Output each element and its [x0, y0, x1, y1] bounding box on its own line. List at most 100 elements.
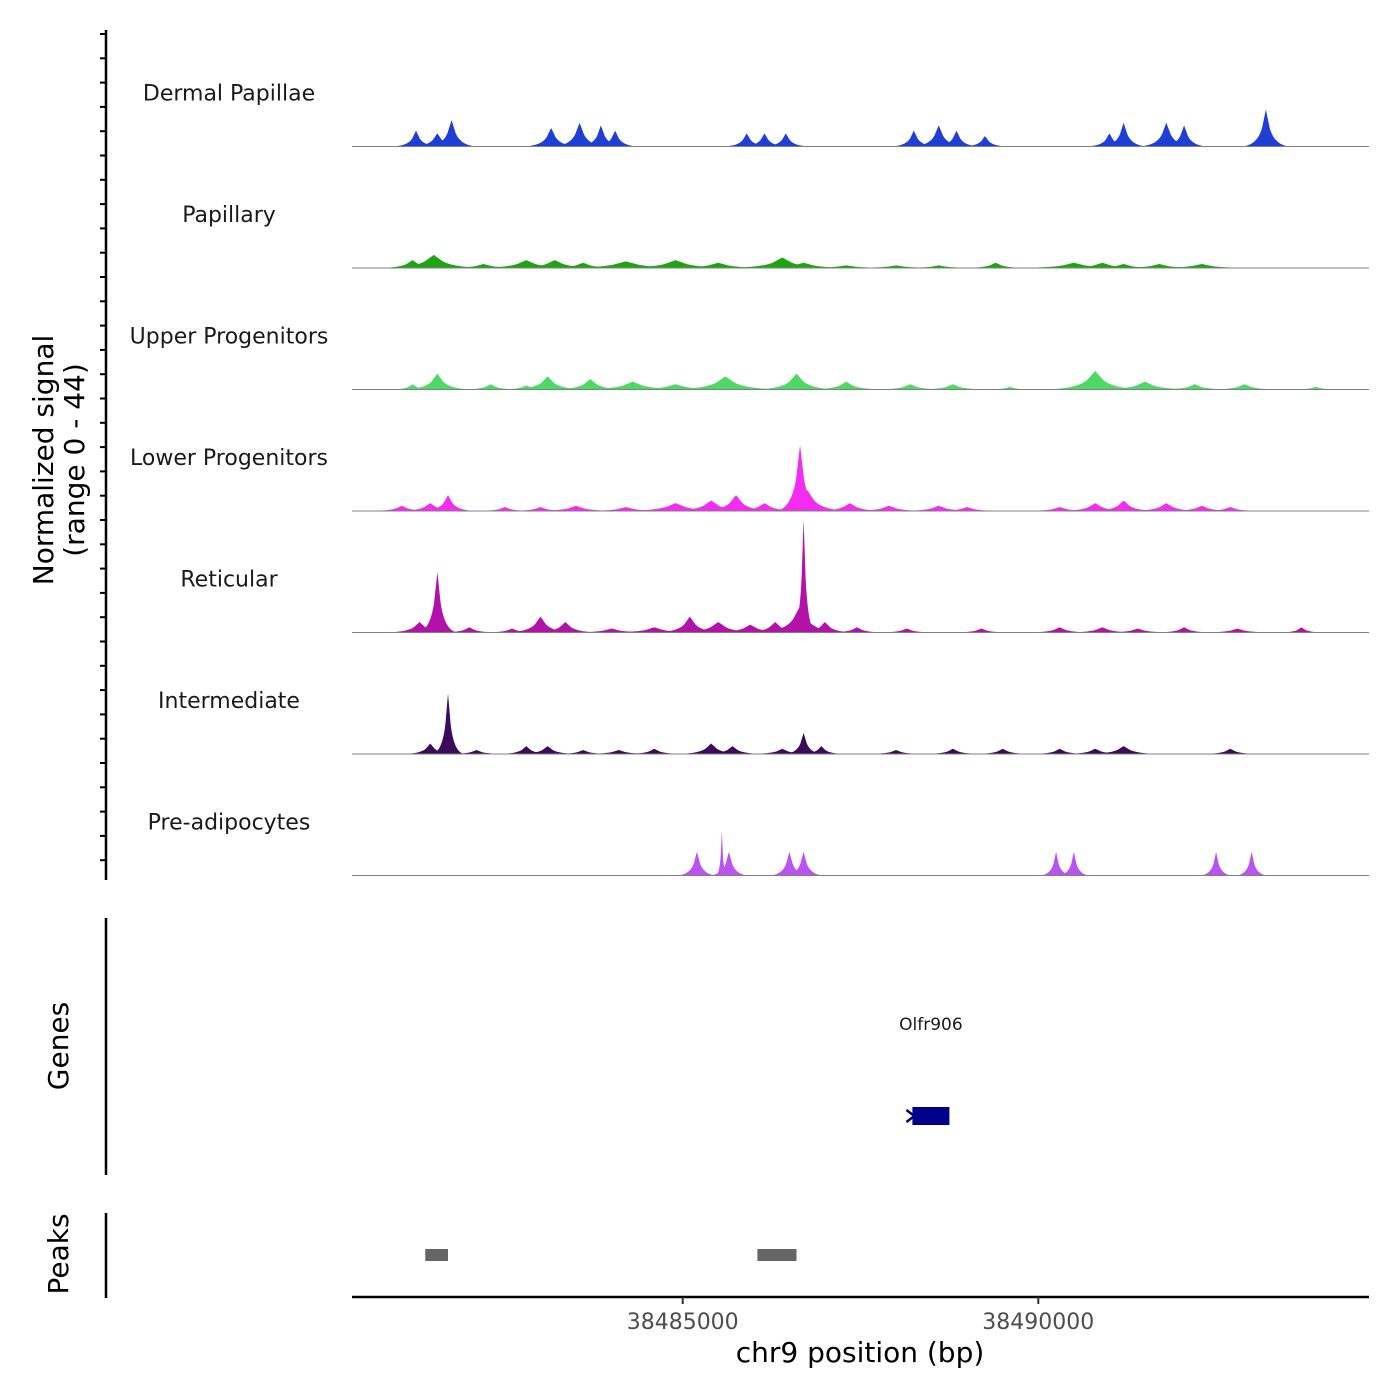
signal-peak [416, 571, 459, 633]
gene-body [912, 1107, 950, 1125]
peaks-axis-title: Peaks [42, 1213, 75, 1294]
signal-peak [1194, 628, 1281, 633]
signal-peak [888, 130, 940, 147]
signal-peak [698, 746, 767, 754]
signal-peak [1089, 381, 1201, 390]
signal-peak [576, 750, 662, 754]
signal-peak [760, 489, 855, 511]
y-axis-range: (range 0 - 44) [58, 363, 91, 557]
signal-peak [718, 257, 847, 268]
signal-peak [840, 265, 952, 268]
signal-peak [957, 262, 1035, 268]
signal-peak [513, 746, 582, 754]
signal-peak [667, 621, 770, 633]
signal-peak [1285, 386, 1346, 390]
signal-peak [374, 254, 494, 268]
signal-peak [400, 743, 461, 754]
signal-peak [867, 384, 953, 390]
y-axis-title: Normalized signal [27, 335, 60, 586]
signal-peak [1196, 748, 1265, 754]
signal-peak [891, 265, 986, 268]
track-intermediate: Intermediate [158, 689, 1369, 755]
signal-peak [1240, 109, 1292, 147]
signal-peak [924, 507, 1010, 511]
peak-region [425, 1249, 449, 1261]
signal-peak [807, 503, 893, 511]
signal-peak [1056, 748, 1134, 754]
signal-peak [703, 624, 798, 633]
genes-axis-title: Genes [42, 1002, 75, 1090]
signal-peak [1056, 851, 1091, 876]
signal-peak [918, 748, 988, 754]
signal-peak [707, 851, 751, 876]
signal-peak [979, 386, 1040, 390]
signal-peak [654, 262, 783, 268]
signal-peak [620, 748, 689, 754]
signal-peak [795, 746, 847, 754]
signal-peak [790, 621, 860, 633]
signal-peak [407, 133, 468, 147]
signal-peak [456, 384, 525, 390]
signal-peak [842, 505, 936, 511]
track-label: Upper Progenitors [130, 325, 329, 350]
signal-peak [739, 262, 868, 268]
signal-peak [466, 260, 586, 268]
signal-peak [611, 384, 740, 390]
signal-peak [477, 628, 547, 633]
signal-peak [521, 128, 582, 147]
signal-peak [790, 519, 817, 633]
signal-peak [861, 750, 931, 754]
signal-peak [1234, 851, 1269, 876]
signal-peak [908, 125, 969, 147]
x-tick-label: 38485000 [627, 1310, 739, 1335]
signal-peak [803, 381, 889, 390]
signal-peak [743, 748, 821, 754]
signal-peak [1083, 133, 1136, 147]
signal-peak [1191, 507, 1269, 511]
signal-peak [386, 384, 439, 390]
track-upper-progenitors: Upper Progenitors [130, 325, 1369, 390]
signal-peak [568, 381, 697, 390]
signal-peak [496, 746, 557, 754]
signal-peak [1123, 503, 1209, 511]
signal-peak [536, 262, 631, 268]
signal-peak [910, 384, 996, 390]
signal-peak [661, 376, 790, 390]
track-dermal-papillae: Dermal Papillae [143, 82, 1369, 147]
signal-peak [1275, 627, 1328, 633]
signal-peak [760, 133, 812, 147]
signal-peak [1152, 384, 1238, 390]
x-tick-label: 38490000 [982, 1310, 1094, 1335]
signal-peak [1137, 264, 1266, 268]
track-label: Papillary [182, 203, 276, 228]
signal-peak [547, 378, 633, 390]
signal-peak [589, 130, 641, 147]
signal-peak [1149, 627, 1219, 633]
track-label: Lower Progenitors [130, 446, 328, 471]
signal-peak [540, 261, 712, 268]
signal-peak [1046, 262, 1158, 268]
signal-peak [560, 628, 663, 633]
signal-peak [526, 621, 604, 633]
signal-peak [1025, 748, 1094, 754]
signal-peak [968, 748, 1037, 754]
signal-peak [1095, 628, 1181, 633]
signal-peak [1039, 371, 1151, 390]
signal-peak [432, 264, 535, 268]
track-papillary: Papillary [182, 203, 1369, 269]
signal-peak [548, 750, 618, 754]
signal-peak [753, 606, 847, 633]
signal-peak [391, 503, 469, 511]
track-lower-progenitors: Lower Progenitors [130, 445, 1369, 512]
signal-peak [672, 743, 750, 754]
signal-peak [1085, 500, 1163, 511]
track-label: Reticular [180, 568, 278, 593]
signal-peak [611, 503, 740, 511]
track-pre-adipocytes: Pre-adipocytes [148, 811, 1369, 876]
signal-peak [1052, 503, 1138, 511]
signal-peak [675, 851, 719, 876]
signal-peak [693, 495, 779, 511]
track-reticular: Reticular [180, 519, 1369, 633]
signal-peak [721, 503, 808, 511]
strand-arrow-icon [905, 1109, 917, 1123]
